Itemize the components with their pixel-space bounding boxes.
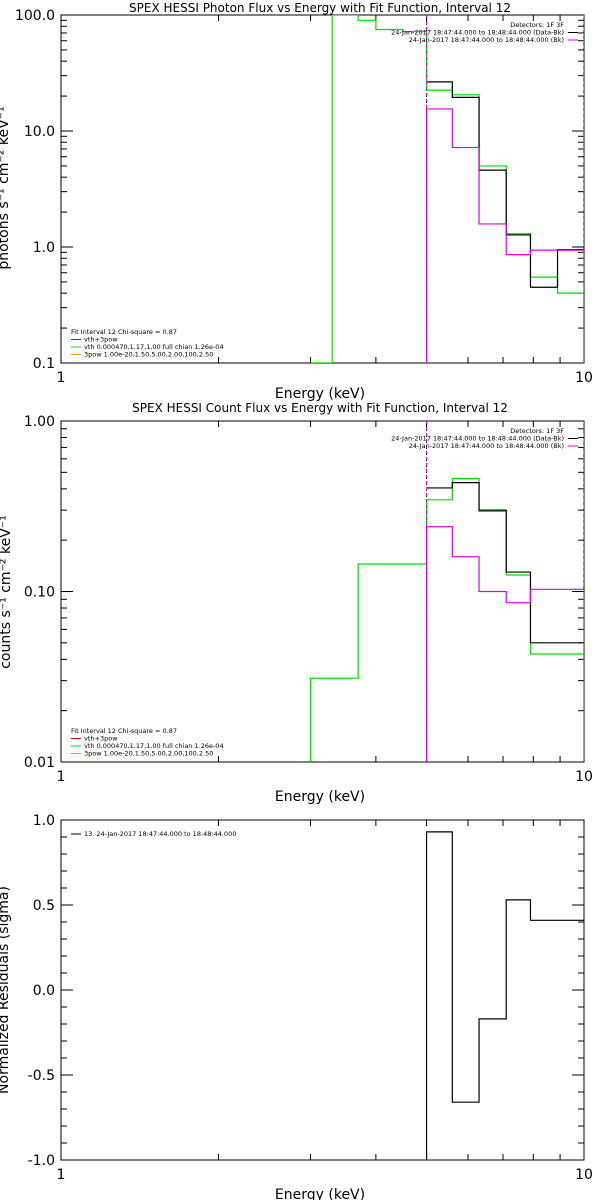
residuals-plot-layer: 1 10 -1.0 -0.5 0.0 0.5 1.0 13. 24-Jan-2017 18:4… — [28, 813, 593, 1183]
data-layer — [425, 831, 584, 1160]
legend-entry: Fit Interval 12 Chi-square = 0.87 — [71, 727, 177, 735]
plot-frame — [60, 14, 585, 364]
legend-entry: vth+3pow — [84, 735, 118, 743]
series-0-step-line — [425, 831, 584, 1160]
photon-xlabel: Energy (keV) — [275, 386, 365, 402]
legend-entry: 3pow 1.00e-20,1.50,5.00,2.00,100,2.50 — [84, 351, 213, 359]
series-2-step-line — [425, 108, 584, 363]
y-tick-label: 100.0 — [15, 8, 55, 24]
plot-frame — [60, 819, 585, 1161]
x-tick-label: 1 — [57, 370, 66, 386]
photon-ylabel: photons s⁻¹ cm⁻² keV⁻¹ — [0, 106, 12, 269]
y-tick-label: 1.0 — [33, 813, 55, 829]
legend-entry: 24-Jan-2017 18:47:44.000 to 18:48:44.000… — [391, 29, 564, 37]
count-xlabel: Energy (keV) — [275, 789, 365, 805]
count-title: SPEX HESSI Count Flux vs Energy with Fit… — [132, 401, 508, 415]
legend-entry: 24-Jan-2017 18:47:44.000 to 18:48:44.000… — [409, 36, 564, 44]
data-layer — [309, 421, 584, 762]
count-ylabel: counts s⁻¹ cm⁻² keV⁻¹ — [0, 515, 14, 669]
y-tick-label: 0.1 — [33, 356, 55, 372]
residuals-xlabel: Energy (keV) — [275, 1187, 365, 1200]
legend-entry: 13. 24-Jan-2017 18:47:44.000 to 18:48:44… — [84, 830, 236, 838]
photon-flux-panel: SPEX HESSI Photon Flux vs Energy with Fi… — [0, 1, 593, 402]
series-0-step-line — [310, 15, 584, 363]
data-layer — [310, 15, 584, 363]
legend-entry: 3pow 1.00e-20,1.50,5.00,2.00,100,2.50 — [84, 750, 213, 758]
count-flux-panel: SPEX HESSI Count Flux vs Energy with Fit… — [0, 401, 593, 805]
series-0-step-line — [309, 477, 584, 762]
y-tick-label: 0.0 — [33, 983, 55, 999]
x-tick-label: 1 — [57, 1167, 66, 1183]
y-tick-label: 0.10 — [24, 585, 55, 601]
photon-title: SPEX HESSI Photon Flux vs Energy with Fi… — [129, 1, 511, 15]
x-tick-label: 10 — [575, 1167, 593, 1183]
legend-entry: Fit Interval 12 Chi-square = 0.87 — [71, 328, 177, 336]
residuals-panel: Energy (keV) Normalized Residuals (sigma… — [0, 813, 593, 1200]
series-1-step-line — [426, 81, 584, 288]
y-tick-label: 1.00 — [24, 414, 55, 430]
y-tick-label: -1.0 — [28, 1153, 55, 1169]
x-tick-label: 10 — [575, 370, 593, 386]
x-tick-label: 1 — [57, 769, 66, 785]
y-tick-label: 0.5 — [33, 898, 55, 914]
legend-entry: Detectors: 1F 3F — [510, 21, 564, 29]
legend-entry: 24-Jan-2017 18:47:44.000 to 18:48:44.000… — [391, 435, 564, 443]
legend-entry: vth 0.000470,1.17,1.00 full chian 1.26e-… — [84, 343, 224, 351]
series-2-step-line — [425, 526, 584, 762]
legend-entry: vth 0.000470,1.17,1.00 full chian 1.26e-… — [84, 742, 224, 750]
y-tick-label: 0.01 — [24, 755, 55, 771]
y-tick-label: 10.0 — [24, 124, 55, 140]
x-tick-label: 10 — [575, 769, 593, 785]
legend-entry: vth+3pow — [84, 336, 118, 344]
y-tick-label: 1.0 — [33, 240, 55, 256]
residuals-ylabel: Normalized Residuals (sigma) — [0, 886, 12, 1094]
y-tick-label: -0.5 — [28, 1068, 55, 1084]
legend-entry: 24-Jan-2017 18:47:44.000 to 18:48:44.000… — [409, 442, 564, 450]
series-1-step-line — [426, 482, 584, 644]
legend-entry: Detectors: 1F 3F — [510, 427, 564, 435]
